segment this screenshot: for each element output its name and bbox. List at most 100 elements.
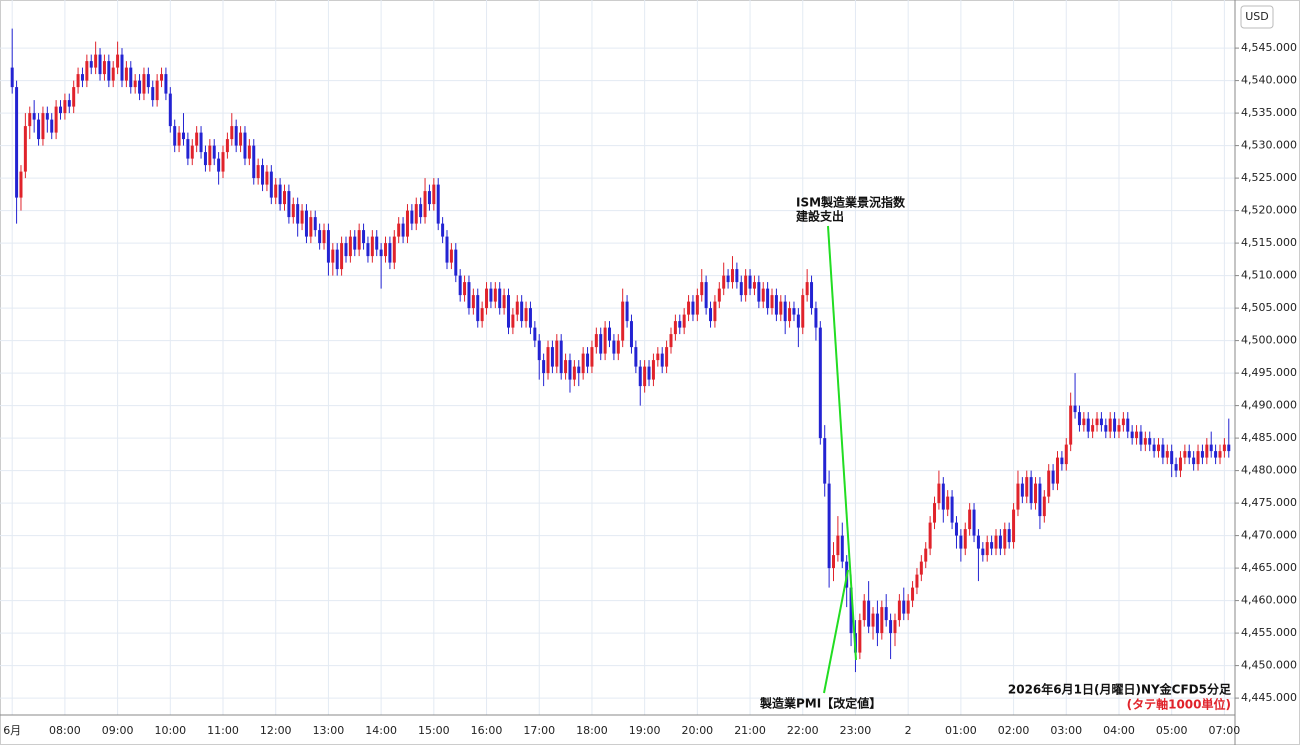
candle-body — [990, 542, 994, 549]
y-tick-label: 4,505.000 — [1241, 301, 1297, 314]
candle-body — [94, 54, 98, 68]
candle-body — [85, 61, 89, 81]
candle-body — [498, 288, 502, 309]
x-tick-label: 21:00 — [734, 724, 766, 737]
candle-body — [458, 275, 462, 296]
candle-body — [1209, 444, 1213, 452]
candle-body — [445, 236, 449, 263]
candle-body — [1038, 483, 1042, 517]
x-tick-label: 09:00 — [102, 724, 134, 737]
candle-body — [937, 483, 941, 504]
candle-body — [774, 295, 778, 315]
candle-body — [1227, 444, 1231, 452]
candle-body — [1165, 451, 1169, 458]
candle-body — [107, 61, 111, 81]
candle-body — [1047, 470, 1051, 497]
candle-body — [476, 295, 480, 322]
candle-body — [493, 288, 497, 302]
candle-body — [673, 321, 677, 335]
x-tick-label: 2 — [905, 724, 912, 737]
y-tick-label: 4,445.000 — [1241, 691, 1297, 704]
x-tick-label: 10:00 — [154, 724, 186, 737]
candle-body — [709, 308, 713, 322]
candle-body — [1222, 444, 1226, 452]
x-tick-label: 19:00 — [629, 724, 661, 737]
x-tick-label: 23:00 — [840, 724, 872, 737]
candle-body — [155, 80, 159, 101]
candle-body — [1086, 418, 1090, 432]
candle-body — [1117, 425, 1121, 432]
candle-body — [318, 230, 322, 244]
candle-body — [1170, 451, 1174, 465]
y-tick-label: 4,535.000 — [1241, 106, 1297, 119]
candle-body — [1152, 444, 1156, 452]
candle-body — [1099, 418, 1103, 426]
candle-body — [656, 353, 660, 361]
x-tick-label: 17:00 — [523, 724, 555, 737]
candle-body — [322, 230, 326, 244]
candle-body — [761, 288, 765, 302]
candle-body — [300, 210, 304, 224]
candle-body — [867, 600, 871, 627]
y-tick-label: 4,515.000 — [1241, 236, 1297, 249]
candle-body — [467, 282, 471, 309]
candle-body — [814, 308, 818, 328]
x-tick-label: 13:00 — [313, 724, 345, 737]
candle-body — [1157, 444, 1161, 452]
candle-body — [76, 74, 80, 88]
y-tick-label: 4,530.000 — [1241, 139, 1297, 152]
candle-body — [120, 54, 124, 81]
candle-body — [779, 301, 783, 315]
candle-body — [524, 308, 528, 322]
candle-body — [313, 217, 317, 231]
candle-body — [788, 308, 792, 322]
candle-body — [836, 535, 840, 556]
candle-body — [1148, 438, 1152, 445]
candle-body — [1139, 431, 1143, 445]
candle-body — [344, 243, 348, 257]
candle-body — [537, 340, 541, 361]
candle-body — [291, 204, 295, 218]
candle-body — [138, 80, 142, 94]
candle-body — [994, 535, 998, 549]
candle-body — [190, 145, 194, 159]
candle-body — [1069, 405, 1073, 445]
candle-body — [968, 509, 972, 530]
annotation: 製造業PMI【改定値】 — [759, 696, 881, 711]
candle-body — [1029, 477, 1033, 504]
candle-body — [634, 347, 638, 367]
candle-body — [225, 139, 229, 153]
x-tick-label: 03:00 — [1050, 724, 1082, 737]
candle-body — [401, 223, 405, 237]
y-tick-label: 4,490.000 — [1241, 399, 1297, 412]
candle-body — [1200, 451, 1204, 458]
candle-body — [1121, 418, 1125, 426]
candle-body — [1051, 470, 1055, 484]
candle-body — [801, 295, 805, 328]
candle-body — [862, 600, 866, 621]
candle-body — [1126, 418, 1130, 432]
x-tick-label: 04:00 — [1103, 724, 1135, 737]
candle-body — [660, 353, 664, 367]
candle-body — [116, 54, 120, 68]
candle-body — [893, 620, 897, 634]
candle-body — [590, 347, 594, 367]
candle-body — [1135, 431, 1139, 439]
candle-body — [730, 269, 734, 283]
candle-body — [41, 113, 45, 140]
candle-body — [928, 522, 932, 549]
candle-body — [695, 295, 699, 315]
candle-body — [823, 438, 827, 484]
candle-body — [911, 587, 915, 601]
candle-body — [629, 321, 633, 348]
candle-body — [906, 600, 910, 614]
candle-body — [1108, 418, 1112, 432]
candle-body — [682, 314, 686, 328]
candle-body — [265, 171, 269, 185]
y-tick-label: 4,500.000 — [1241, 334, 1297, 347]
candle-body — [915, 574, 919, 588]
candle-body — [375, 236, 379, 250]
candle-body — [384, 243, 388, 257]
candle-body — [370, 236, 374, 257]
candle-body — [577, 366, 581, 374]
